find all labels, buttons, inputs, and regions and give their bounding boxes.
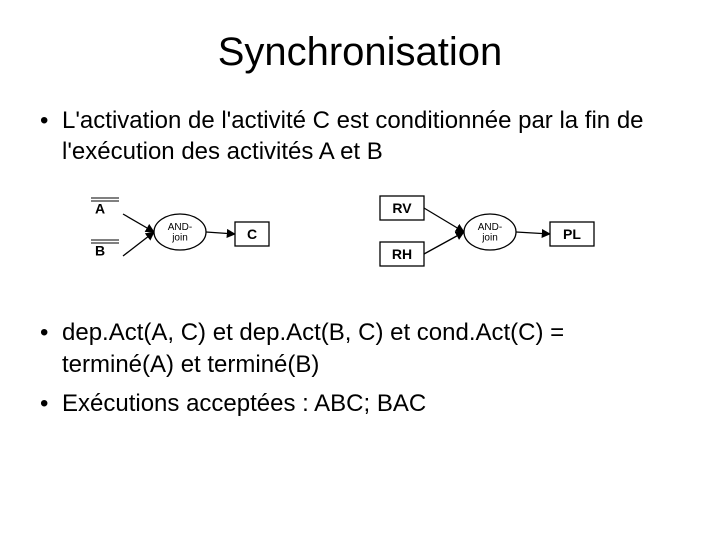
node-label-A: A (95, 201, 105, 217)
bullet-2: • dep.Act(A, C) et dep.Act(B, C) et cond… (40, 317, 680, 379)
edge (123, 214, 154, 232)
edge (516, 232, 550, 234)
bullet-3: • Exécutions acceptées : ABC; BAC (40, 388, 680, 419)
slide-title: Synchronisation (40, 30, 680, 75)
flowchart-svg: ABAND-joinCRVRHAND-joinPL (40, 192, 680, 282)
diagram-row: ABAND-joinCRVRHAND-joinPL (40, 192, 680, 282)
slide: Synchronisation • L'activation de l'acti… (0, 0, 720, 540)
bullet-3-text: Exécutions acceptées : ABC; BAC (62, 388, 680, 419)
diagram-right: RVRHAND-joinPL (380, 196, 594, 266)
node-label-RH: RH (392, 246, 412, 262)
bullet-dot: • (40, 105, 62, 167)
bullet-1-text: L'activation de l'activité C est conditi… (62, 105, 680, 167)
node-label-RV: RV (392, 200, 412, 216)
edge (206, 232, 235, 234)
node-label-PL: PL (563, 226, 581, 242)
edge (424, 208, 464, 232)
bullet-1: • L'activation de l'activité C est condi… (40, 105, 680, 167)
node-label-C: C (247, 226, 257, 242)
bullet-2-text: dep.Act(A, C) et dep.Act(B, C) et cond.A… (62, 317, 680, 379)
bullet-dot: • (40, 317, 62, 379)
diagram-left: ABAND-joinC (91, 198, 269, 259)
edge (424, 232, 464, 254)
node-label-B: B (95, 243, 105, 259)
bullet-dot: • (40, 388, 62, 419)
edge (123, 232, 154, 256)
